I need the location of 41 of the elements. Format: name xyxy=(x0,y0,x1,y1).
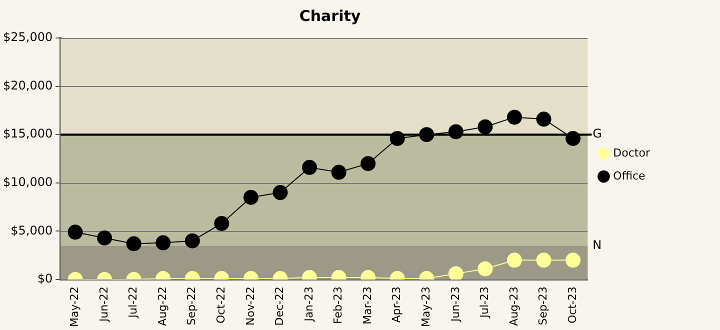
y-tick-label: $5,000 xyxy=(10,223,53,238)
x-tick-label: Jul-22 xyxy=(126,286,140,319)
y-tick-label: $10,000 xyxy=(3,175,53,190)
x-tick-label: Jun-23 xyxy=(448,286,462,323)
x-tick-label: Apr-23 xyxy=(390,286,404,323)
x-tick-label: Feb-23 xyxy=(332,286,345,324)
point xyxy=(478,119,493,134)
point xyxy=(243,190,258,205)
x-tick-label: Aug-23 xyxy=(507,286,520,326)
y-tick-label: $0 xyxy=(37,272,53,286)
point xyxy=(331,164,346,180)
point xyxy=(419,127,434,142)
x-tick-label: Mar-23 xyxy=(360,286,374,325)
x-tick-label: Nov-22 xyxy=(244,286,257,326)
point xyxy=(506,110,522,125)
point xyxy=(360,156,376,172)
y-tick-label: $20,000 xyxy=(3,78,53,92)
x-tick-label: Dec-22 xyxy=(273,286,286,326)
x-tick-label: Sep-23 xyxy=(536,286,550,326)
x-tick-label: Jan-23 xyxy=(302,286,316,322)
point xyxy=(448,124,464,140)
point xyxy=(536,112,552,127)
x-tick-label: May-23 xyxy=(420,286,432,327)
legend-label: Office xyxy=(613,169,646,182)
ref-line-label: G xyxy=(592,126,602,141)
point xyxy=(302,160,318,175)
x-tick-label: May-22 xyxy=(68,286,82,327)
chart-title: Charity xyxy=(299,6,361,25)
point xyxy=(566,130,581,146)
y-tick-label: $15,000 xyxy=(3,126,53,141)
x-tick-label: Jul-23 xyxy=(478,286,492,319)
legend-label: Doctor xyxy=(613,146,650,160)
band-label: N xyxy=(592,238,602,252)
x-tick-label: Aug-22 xyxy=(156,286,169,326)
x-tick-label: Oct-23 xyxy=(566,286,579,324)
y-tick-label: $25,000 xyxy=(3,30,53,44)
point xyxy=(272,185,288,200)
x-tick-label: Jun-22 xyxy=(97,286,110,323)
x-tick-label: Oct-22 xyxy=(214,286,228,324)
x-tick-label: Sep-22 xyxy=(185,286,198,326)
point xyxy=(390,130,405,146)
